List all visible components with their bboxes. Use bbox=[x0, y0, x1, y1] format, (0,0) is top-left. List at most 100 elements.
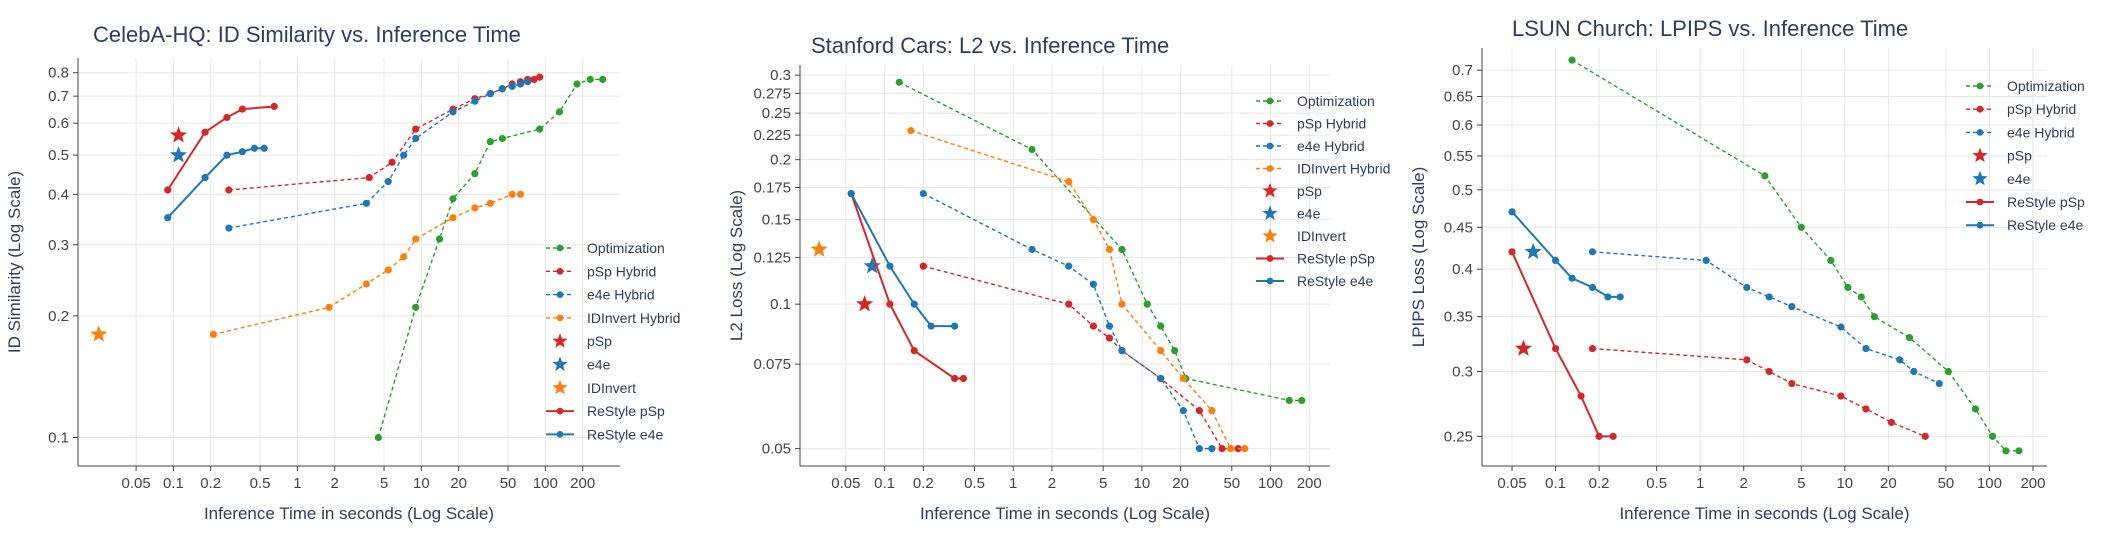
data-point bbox=[910, 300, 918, 308]
star-point bbox=[169, 146, 188, 163]
x-tick-label: 0.2 bbox=[1589, 475, 1610, 492]
chart-panel-1: 0.05 0.1 0.2 0.5 1 2 5 10 20 50 100 200 0.1 0.2 0.3 0.4… bbox=[5, 22, 680, 523]
legend-label: ReStyle pSp bbox=[587, 403, 665, 419]
x-axis-title: Inference Time in seconds (Log Scale) bbox=[204, 504, 494, 523]
legend-marker bbox=[1266, 277, 1274, 285]
data-point bbox=[1065, 178, 1073, 186]
data-point bbox=[1143, 300, 1151, 308]
data-point bbox=[1028, 245, 1036, 254]
data-point bbox=[238, 105, 246, 113]
data-point bbox=[1298, 396, 1306, 405]
x-tick-label: 200 bbox=[570, 475, 595, 492]
data-point bbox=[1921, 432, 1929, 440]
legend-label: e4e Hybrid bbox=[2007, 124, 2075, 140]
data-point bbox=[486, 199, 494, 207]
data-point bbox=[435, 235, 444, 243]
y-tick-label: 0.1 bbox=[48, 429, 69, 446]
series-idinvert bbox=[90, 325, 108, 342]
y-tick-label: 0.7 bbox=[48, 88, 69, 105]
series-line bbox=[850, 193, 964, 380]
data-point bbox=[2002, 447, 2010, 455]
x-tick-label: 100 bbox=[1977, 475, 2002, 492]
y-tick-label: 0.275 bbox=[753, 85, 791, 102]
x-tick-label: 0.2 bbox=[200, 475, 221, 492]
legend-marker bbox=[556, 267, 564, 275]
y-tick-label: 0.175 bbox=[753, 180, 791, 197]
legend-star-marker bbox=[1972, 147, 1988, 163]
legend-marker bbox=[1976, 82, 1984, 90]
data-point bbox=[1862, 405, 1870, 413]
data-point bbox=[508, 82, 516, 90]
data-point bbox=[1588, 248, 1597, 256]
star-point bbox=[1524, 242, 1542, 260]
data-point bbox=[1195, 445, 1203, 453]
x-tick-label: 2 bbox=[331, 475, 339, 492]
data-point bbox=[2015, 447, 2023, 455]
data-point bbox=[599, 75, 607, 84]
series-restyle-psp bbox=[164, 102, 278, 194]
legend-item: ReStyle pSp bbox=[546, 403, 665, 419]
data-point bbox=[1157, 374, 1165, 383]
data-point bbox=[164, 186, 172, 194]
data-point bbox=[449, 108, 457, 116]
data-point bbox=[1118, 300, 1126, 308]
series-e4e-hybrid bbox=[225, 78, 532, 232]
data-point bbox=[1797, 223, 1805, 231]
data-point bbox=[223, 151, 231, 159]
y-tick-label: 0.125 bbox=[753, 250, 791, 267]
data-point bbox=[1227, 445, 1235, 453]
star-point bbox=[810, 240, 828, 257]
data-point bbox=[1065, 300, 1073, 308]
data-point bbox=[1837, 392, 1845, 400]
legend-label: Optimization bbox=[587, 240, 665, 256]
series-idinvert bbox=[810, 240, 828, 257]
y-tick-label: 0.1 bbox=[770, 296, 791, 313]
series-line bbox=[923, 265, 1239, 450]
legend-star-marker bbox=[552, 333, 568, 348]
data-point bbox=[471, 204, 479, 212]
data-point bbox=[1910, 367, 1918, 376]
data-point bbox=[1887, 418, 1896, 426]
data-point bbox=[1788, 303, 1796, 311]
legend-item: e4e Hybrid bbox=[1966, 124, 2075, 140]
data-point bbox=[201, 173, 209, 182]
series-restyle-psp bbox=[1508, 248, 1617, 440]
y-tick-label: 0.25 bbox=[1444, 428, 1473, 445]
data-point bbox=[388, 158, 396, 166]
data-point bbox=[1896, 356, 1904, 364]
x-tick-label: 0.05 bbox=[1497, 475, 1526, 492]
series-idinvert-hybrid bbox=[907, 126, 1249, 453]
chart-title: Stanford Cars: L2 vs. Inference Time bbox=[811, 33, 1169, 58]
data-point bbox=[270, 102, 278, 111]
series-line bbox=[1511, 251, 1614, 438]
y-tick-label: 0.5 bbox=[48, 147, 69, 164]
x-axis-title: Inference Time in seconds (Log Scale) bbox=[1619, 504, 1909, 523]
legend-label: pSp bbox=[1297, 183, 1322, 199]
legend-star-marker bbox=[1262, 205, 1278, 220]
data-point bbox=[1568, 274, 1576, 282]
legend-item: e4e Hybrid bbox=[546, 287, 655, 303]
legend-label: Optimization bbox=[2007, 78, 2085, 94]
data-point bbox=[1905, 334, 1914, 342]
data-point bbox=[516, 80, 525, 88]
data-point bbox=[895, 78, 903, 86]
data-point bbox=[1837, 323, 1845, 331]
data-point bbox=[471, 170, 479, 178]
data-point bbox=[1988, 432, 1997, 440]
data-point bbox=[1508, 208, 1516, 216]
y-tick-label: 0.55 bbox=[1444, 148, 1473, 165]
legend-star-marker bbox=[1262, 228, 1278, 243]
data-point bbox=[250, 144, 258, 152]
data-point bbox=[1761, 172, 1769, 180]
data-point bbox=[1179, 374, 1187, 383]
data-point bbox=[950, 374, 959, 383]
data-point bbox=[1944, 367, 1952, 376]
x-tick-label: 5 bbox=[1099, 475, 1107, 492]
y-tick-label: 0.2 bbox=[770, 152, 791, 169]
legend-item: e4e bbox=[1262, 205, 1321, 222]
data-point bbox=[412, 125, 420, 133]
data-point bbox=[498, 134, 506, 143]
legend-item: Optimization bbox=[1966, 78, 2085, 94]
series-psp bbox=[856, 295, 874, 312]
x-tick-label: 0.05 bbox=[831, 475, 860, 492]
